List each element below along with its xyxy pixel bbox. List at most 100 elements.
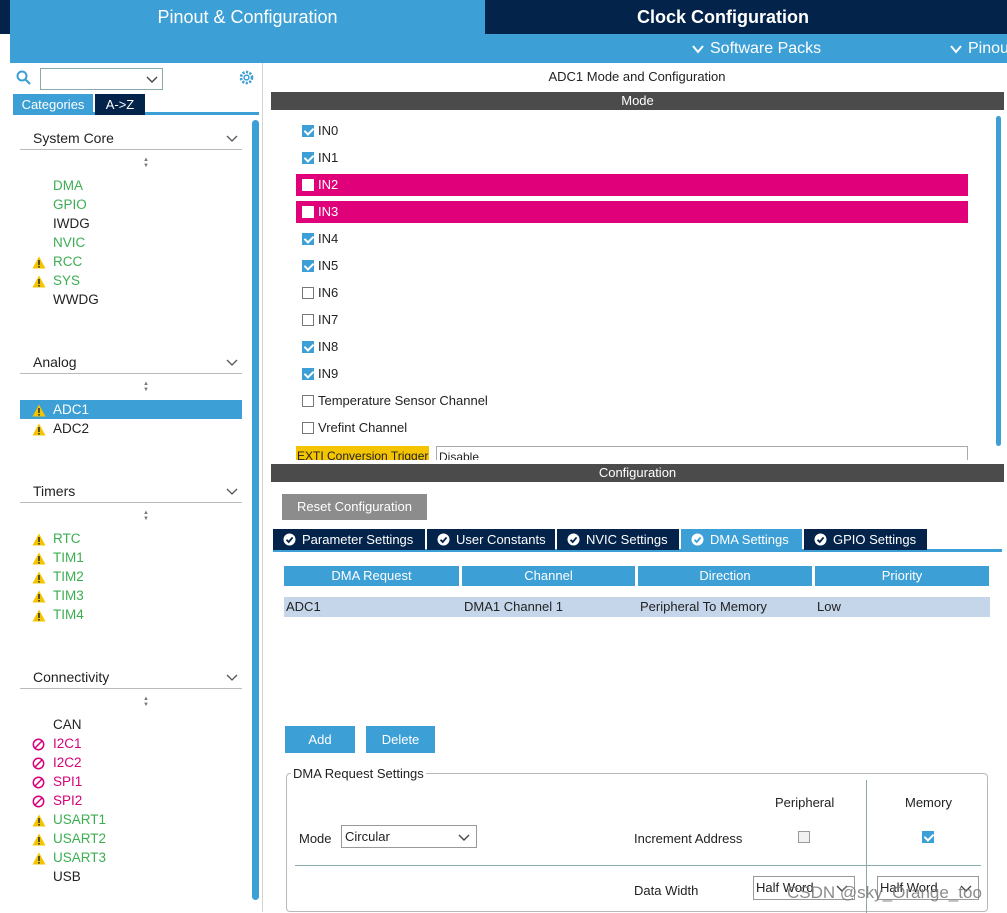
table-cell[interactable]: DMA1 Channel 1 (462, 597, 638, 617)
category-header[interactable]: System Core (20, 126, 242, 150)
software-packs-label: Software Packs (710, 40, 822, 57)
channel-checkbox[interactable] (302, 233, 314, 245)
channel-checkbox[interactable] (302, 368, 314, 380)
category-item[interactable]: TIM3 (20, 586, 242, 605)
channel-checkbox[interactable] (302, 206, 314, 218)
sort-arrows-icon[interactable]: ▲ ▼ (143, 696, 149, 708)
category-group: Analog ▲ ▼ ADC1 ADC2 (20, 350, 242, 438)
category-item-label: SPI1 (53, 774, 83, 789)
channel-checkbox-row[interactable]: IN5 (296, 255, 968, 277)
category-item[interactable]: RTC (20, 529, 242, 548)
category-item[interactable]: USART1 (20, 810, 242, 829)
reset-configuration-button[interactable]: Reset Configuration (282, 494, 427, 520)
category-header[interactable]: Analog (20, 350, 242, 374)
chevron-down-icon (226, 488, 238, 495)
category-item[interactable]: RCC (20, 252, 242, 271)
category-item[interactable]: ADC2 (20, 419, 242, 438)
channel-checkbox[interactable] (302, 152, 314, 164)
channel-checkbox-row[interactable]: IN2 (296, 174, 968, 196)
add-button[interactable]: Add (285, 726, 355, 753)
category-item[interactable]: USB (20, 867, 242, 886)
search-icon[interactable] (16, 70, 32, 86)
mode-scrollbar[interactable] (996, 116, 1001, 446)
tab-categories[interactable]: Categories (13, 94, 93, 115)
category-item[interactable]: USART3 (20, 848, 242, 867)
channel-checkbox-row[interactable]: IN8 (296, 336, 968, 358)
category-item[interactable]: IWDG (20, 214, 242, 233)
channel-checkbox-row[interactable]: IN1 (296, 147, 968, 169)
config-tab[interactable]: DMA Settings (681, 529, 802, 550)
table-cell[interactable]: ADC1 (284, 597, 462, 617)
chevron-down-icon (950, 45, 962, 54)
tab-pinout-configuration[interactable]: Pinout & Configuration (10, 0, 485, 34)
category-item[interactable]: GPIO (20, 195, 242, 214)
channel-checkbox-row[interactable]: IN3 (296, 201, 968, 223)
channel-checkbox-row[interactable]: Temperature Sensor Channel (296, 390, 968, 412)
blocked-icon (32, 737, 46, 751)
channel-checkbox[interactable] (302, 179, 314, 191)
column-header-dma-request: DMA Request (284, 566, 459, 586)
channel-checkbox[interactable] (302, 395, 314, 407)
memory-increment-checkbox[interactable] (922, 831, 934, 843)
categories-panel: Categories A->Z System Core ▲ ▼ DMA GPIO IWDG… (10, 63, 263, 912)
category-item[interactable]: SPI1 (20, 772, 242, 791)
category-title: Connectivity (33, 669, 110, 685)
category-item[interactable]: TIM4 (20, 605, 242, 624)
gear-icon[interactable] (238, 69, 255, 86)
tab-project-manager[interactable] (960, 0, 1007, 34)
left-scrollbar[interactable] (252, 120, 259, 900)
category-item[interactable]: NVIC (20, 233, 242, 252)
channel-checkbox-row[interactable]: IN0 (296, 120, 968, 142)
pinout-menu[interactable]: Pinout (950, 34, 1007, 63)
category-header[interactable]: Connectivity (20, 665, 242, 689)
warning-icon (32, 813, 46, 827)
category-item[interactable]: TIM2 (20, 567, 242, 586)
channel-checkbox[interactable] (302, 341, 314, 353)
channel-checkbox-row[interactable]: IN7 (296, 309, 968, 331)
channel-checkbox[interactable] (302, 287, 314, 299)
sort-arrows-icon[interactable]: ▲ ▼ (143, 510, 149, 522)
blocked-icon (32, 794, 46, 808)
channel-checkbox[interactable] (302, 314, 314, 326)
channel-checkbox-row[interactable]: IN6 (296, 282, 968, 304)
delete-button[interactable]: Delete (366, 726, 435, 753)
category-item[interactable]: I2C1 (20, 734, 242, 753)
category-item-label: SPI2 (53, 793, 83, 808)
channel-checkbox-row[interactable]: Vrefint Channel (296, 417, 968, 439)
category-item[interactable]: SPI2 (20, 791, 242, 810)
table-cell[interactable]: Low (815, 597, 990, 617)
category-item[interactable]: SYS (20, 271, 242, 290)
category-item[interactable]: CAN (20, 715, 242, 734)
search-input[interactable] (40, 68, 163, 90)
sort-arrows-icon[interactable]: ▲ ▼ (143, 381, 149, 393)
category-item[interactable]: TIM1 (20, 548, 242, 567)
channel-checkbox[interactable] (302, 125, 314, 137)
channel-checkbox-row[interactable]: IN9 (296, 363, 968, 385)
peripheral-increment-checkbox[interactable] (798, 831, 810, 843)
channel-checkbox[interactable] (302, 422, 314, 434)
tab-clock-configuration[interactable]: Clock Configuration (488, 0, 958, 34)
table-cell[interactable]: Peripheral To Memory (638, 597, 815, 617)
category-header[interactable]: Timers (20, 479, 242, 503)
category-item[interactable]: WWDG (20, 290, 242, 309)
exti-trigger-select[interactable]: Disable (436, 446, 968, 460)
memory-data-width-select[interactable]: Half Word (877, 876, 979, 900)
config-tab[interactable]: Parameter Settings (273, 529, 425, 550)
peripheral-data-width-select[interactable]: Half Word (753, 876, 855, 900)
mode-select[interactable]: Circular (341, 825, 477, 848)
category-item[interactable]: DMA (20, 176, 242, 195)
config-tab[interactable]: GPIO Settings (804, 529, 927, 550)
tab-a-z[interactable]: A->Z (95, 94, 145, 115)
config-tab[interactable]: NVIC Settings (557, 529, 679, 550)
channel-checkbox-row[interactable]: IN4 (296, 228, 968, 250)
config-tab[interactable]: User Constants (427, 529, 555, 550)
category-item[interactable]: USART2 (20, 829, 242, 848)
channel-checkbox[interactable] (302, 260, 314, 272)
sort-arrows-icon[interactable]: ▲ ▼ (143, 157, 149, 169)
blocked-icon (32, 756, 46, 770)
warning-icon (32, 274, 46, 288)
category-item[interactable]: I2C2 (20, 753, 242, 772)
software-packs-menu[interactable]: Software Packs (692, 34, 821, 63)
check-circle-icon (814, 533, 827, 546)
category-item[interactable]: ADC1 (20, 400, 242, 419)
